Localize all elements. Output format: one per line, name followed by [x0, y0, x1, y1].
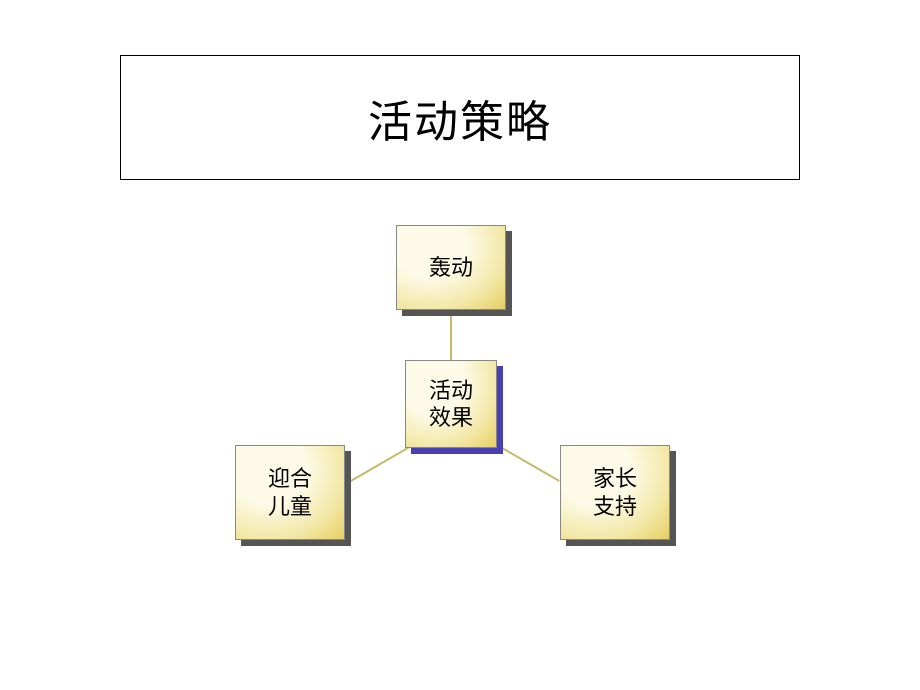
node-left: 迎合 儿童	[235, 445, 345, 540]
node-left-label-line2: 儿童	[268, 494, 312, 519]
node-center-label-line2: 效果	[429, 405, 473, 430]
title-box: 活动策略	[120, 55, 800, 180]
node-top: 轰动	[396, 225, 506, 310]
node-left-label-line1: 迎合	[268, 466, 312, 491]
connector-center-top	[450, 310, 452, 364]
node-right-face: 家长 支持	[560, 445, 670, 540]
node-right-label-line1: 家长	[593, 466, 637, 491]
node-top-face: 轰动	[396, 225, 506, 310]
node-left-label: 迎合 儿童	[268, 465, 312, 520]
node-right-label: 家长 支持	[593, 465, 637, 520]
node-left-face: 迎合 儿童	[235, 445, 345, 540]
node-top-label: 轰动	[429, 254, 473, 282]
node-right: 家长 支持	[560, 445, 670, 540]
node-right-label-line2: 支持	[593, 494, 637, 519]
node-center-face: 活动 效果	[405, 360, 497, 448]
title-text: 活动策略	[368, 86, 552, 150]
node-center-label: 活动 效果	[429, 377, 473, 432]
node-center: 活动 效果	[405, 360, 497, 448]
node-center-label-line1: 活动	[429, 378, 473, 403]
